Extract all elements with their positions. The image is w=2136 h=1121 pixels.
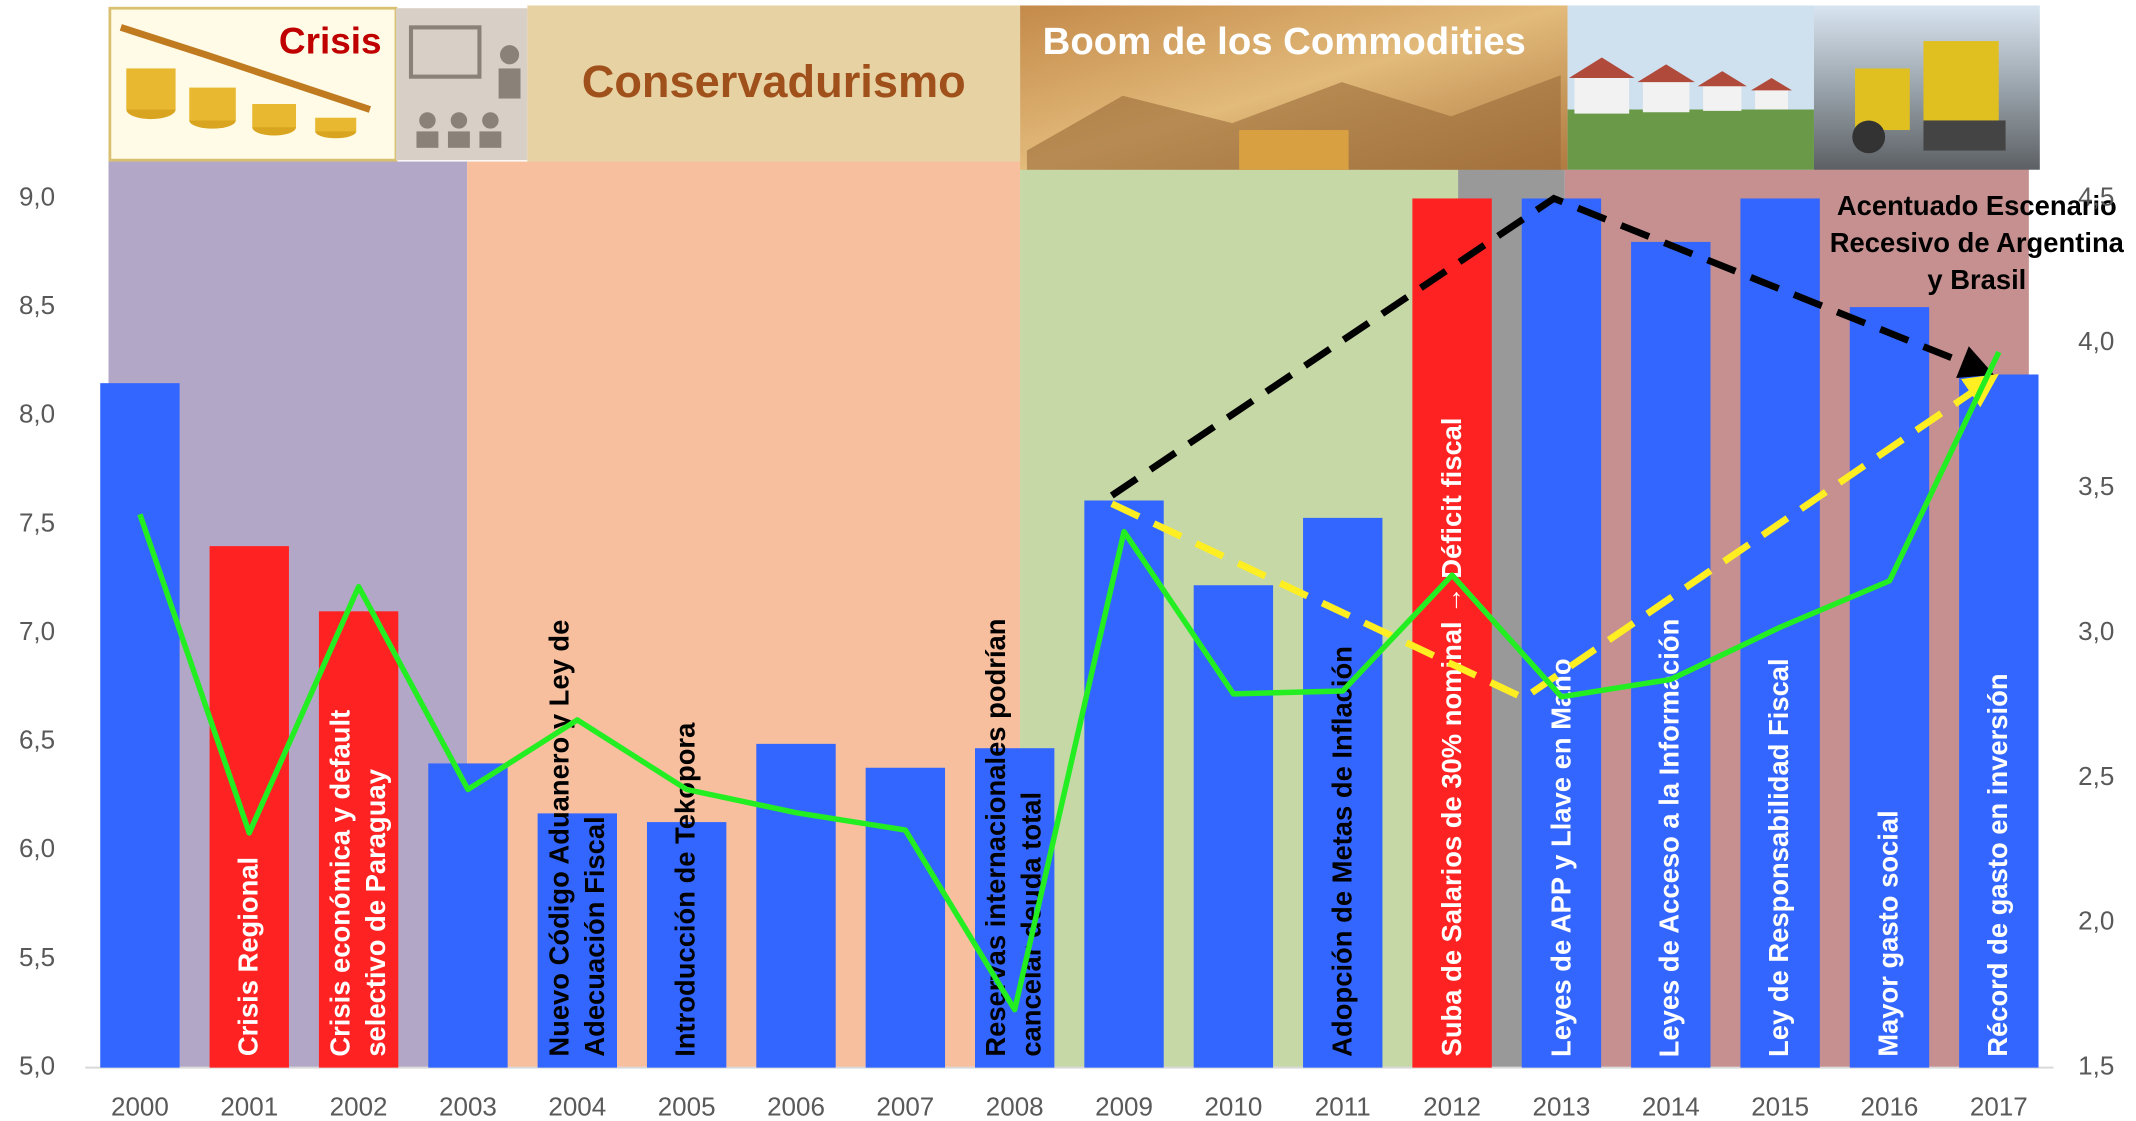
line-group [137, 350, 2002, 1013]
bar [975, 748, 1055, 1068]
x-tick-label: 2004 [548, 1092, 606, 1121]
bar [1959, 374, 2039, 1068]
bar-group [100, 198, 2039, 1068]
bar [1849, 307, 1930, 1068]
x-tick-label: 2005 [658, 1092, 716, 1121]
bar-label: Reservas internacionales podrían cancela… [981, 618, 1048, 1057]
y-tick-label: 5,5 [19, 942, 55, 972]
bar [1084, 500, 1164, 1068]
header-title: Conservadurismo [582, 56, 966, 107]
x-tick-label: 2007 [876, 1092, 934, 1121]
bar [1412, 198, 1492, 1068]
y-tick-label: 5,0 [19, 1050, 55, 1080]
x-tick-label: 2016 [1861, 1092, 1919, 1121]
x-tick-label: 2010 [1204, 1092, 1262, 1121]
y2-tick-label: 2,5 [2078, 761, 2114, 791]
x-tick-label: 2001 [220, 1092, 278, 1121]
bar-label: Introducción de Tekopora [671, 722, 702, 1057]
x-tick-label: 2008 [986, 1092, 1044, 1121]
x-tick-label: 2015 [1751, 1092, 1809, 1121]
bar [1740, 198, 1820, 1068]
header-title: Boom de los Commodities [1043, 20, 1526, 63]
header-road [1813, 5, 2040, 170]
header-icon [395, 8, 528, 161]
bar [646, 822, 727, 1068]
bar [756, 743, 836, 1068]
y2-tick-label: 3,5 [2078, 471, 2114, 501]
bar [318, 611, 399, 1068]
x-tick-label: 2003 [439, 1092, 497, 1121]
bar [1521, 198, 1602, 1068]
x-tick-label: 2000 [111, 1092, 169, 1121]
header-title: Crisis [279, 21, 382, 62]
bar-label: Adopción de Metas de Inflación [1327, 646, 1358, 1057]
bar-label-box: Introducción de Tekopora [671, 722, 702, 1057]
bar-label: Ley de Responsabilidad Fiscal [1765, 658, 1796, 1057]
bar [865, 767, 946, 1068]
annotation: Acentuado Escenario Recesivo de Argentin… [1829, 191, 2124, 296]
bar [537, 813, 617, 1068]
x-tick-label: 2006 [767, 1092, 825, 1121]
header-conservadurismo: Conservadurismo [527, 5, 1021, 162]
bar-label: Leyes de APP y Llave en Mano [1546, 658, 1577, 1057]
bar [428, 763, 508, 1068]
y-tick-label: 6,0 [19, 833, 55, 863]
x-tick-label: 2013 [1533, 1092, 1591, 1121]
x-tick-label: 2011 [1315, 1092, 1371, 1121]
y-tick-label: 8,5 [19, 290, 55, 320]
y-tick-label: 7,5 [19, 507, 55, 537]
y2-tick-label: 4,5 [2078, 181, 2114, 211]
x-tick-label: 2012 [1423, 1092, 1481, 1121]
header-houses [1567, 5, 1814, 170]
bar [1631, 241, 1711, 1068]
bar [100, 383, 180, 1068]
y2-tick-label: 3,0 [2078, 616, 2114, 646]
y2-tick-label: 1,5 [2078, 1050, 2114, 1080]
bar-label: Suba de Salarios de 30% nominal → Défici… [1437, 417, 1468, 1057]
bar-label: Crisis Regional [234, 857, 265, 1057]
header-crisis: Crisis [108, 6, 398, 162]
x-tick-label: 2002 [330, 1092, 388, 1121]
x-tick-label: 2014 [1642, 1092, 1700, 1121]
x-tick-label: 2009 [1095, 1092, 1153, 1121]
trend-arrow [1110, 373, 1999, 702]
header-boom: Boom de los Commodities [1020, 5, 1568, 170]
bar-label: Crisis económica y default selectivo de … [325, 709, 392, 1057]
bar-label: Récord de gasto en inversión [1983, 673, 2014, 1057]
line [137, 350, 2002, 1013]
bar-label: Nuevo Código Aduanero y Ley de Adecuació… [544, 619, 611, 1057]
bar-label-box: Reservas internacionales podrían cancela… [981, 618, 1048, 1057]
y-tick-label: 8,0 [19, 399, 55, 429]
y-tick-label: 6,5 [19, 725, 55, 755]
bar [1193, 585, 1274, 1068]
annotation-box: Acentuado Escenario Recesivo de Argentin… [1829, 191, 2124, 296]
trend-arrow [1109, 194, 1995, 499]
bar [209, 546, 289, 1068]
y-tick-label: 7,0 [19, 616, 55, 646]
y2-tick-label: 2,0 [2078, 906, 2114, 936]
y2-tick-label: 4,0 [2078, 326, 2114, 356]
bar-label: Mayor gasto social [1874, 810, 1905, 1057]
x-tick-label: 2017 [1970, 1092, 2028, 1121]
y-tick-label: 9,0 [19, 181, 55, 211]
